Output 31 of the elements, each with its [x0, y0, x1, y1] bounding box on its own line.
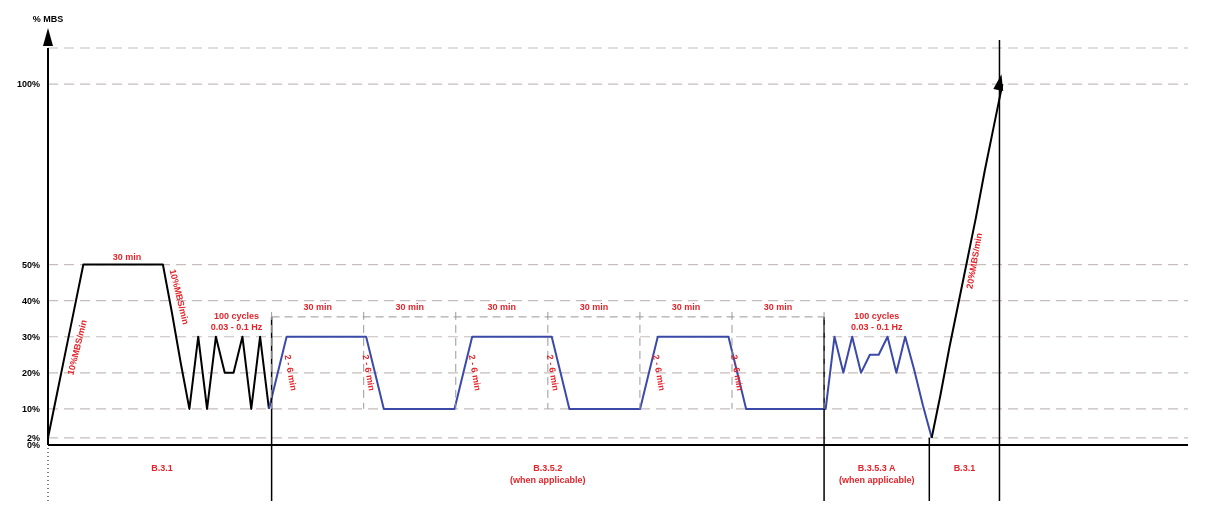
- annotation: 2 - 6 min: [360, 353, 377, 392]
- annotation: 30 min: [112, 251, 142, 262]
- annotation: 30 min: [487, 302, 517, 313]
- annotation: 0.03 - 0.1 Hz: [850, 322, 903, 333]
- y-tick-label: 50%: [21, 259, 40, 270]
- annotation: 30 min: [671, 302, 701, 313]
- y-tick-label: 100%: [16, 79, 40, 90]
- y-tick-label: 40%: [21, 295, 40, 306]
- annotation: 100 cycles: [854, 311, 900, 322]
- annotation: 2 - 6 min: [282, 353, 299, 392]
- annotation: 100 cycles: [214, 311, 260, 322]
- annotation: 2 - 6 min: [466, 353, 483, 392]
- text: B.3.1: [151, 463, 173, 474]
- annotation: 30 min: [395, 302, 424, 313]
- y-tick-label: 20%: [21, 368, 40, 379]
- annotation: 2 - 6 min: [650, 353, 668, 392]
- text: B.3.5.2: [533, 463, 563, 474]
- annotation: 30 min: [303, 302, 332, 313]
- y-tick-label: 30%: [21, 331, 40, 342]
- annotation: 0.03 - 0.1 Hz: [210, 322, 263, 333]
- y-axis-title: % MBS: [32, 14, 64, 24]
- y-tick-label: 10%: [21, 404, 40, 415]
- annotation: 2 - 6 min: [544, 353, 561, 392]
- annotation: 2 - 6 min: [728, 353, 746, 392]
- text: (when applicable): [510, 475, 586, 486]
- annotation: 30 min: [763, 302, 793, 313]
- text: B.3.1: [953, 463, 976, 474]
- annotation: 30 min: [579, 302, 609, 313]
- text: (when applicable): [838, 475, 915, 486]
- text: B.3.5.3 A: [857, 463, 897, 474]
- line-series: [267, 335, 933, 439]
